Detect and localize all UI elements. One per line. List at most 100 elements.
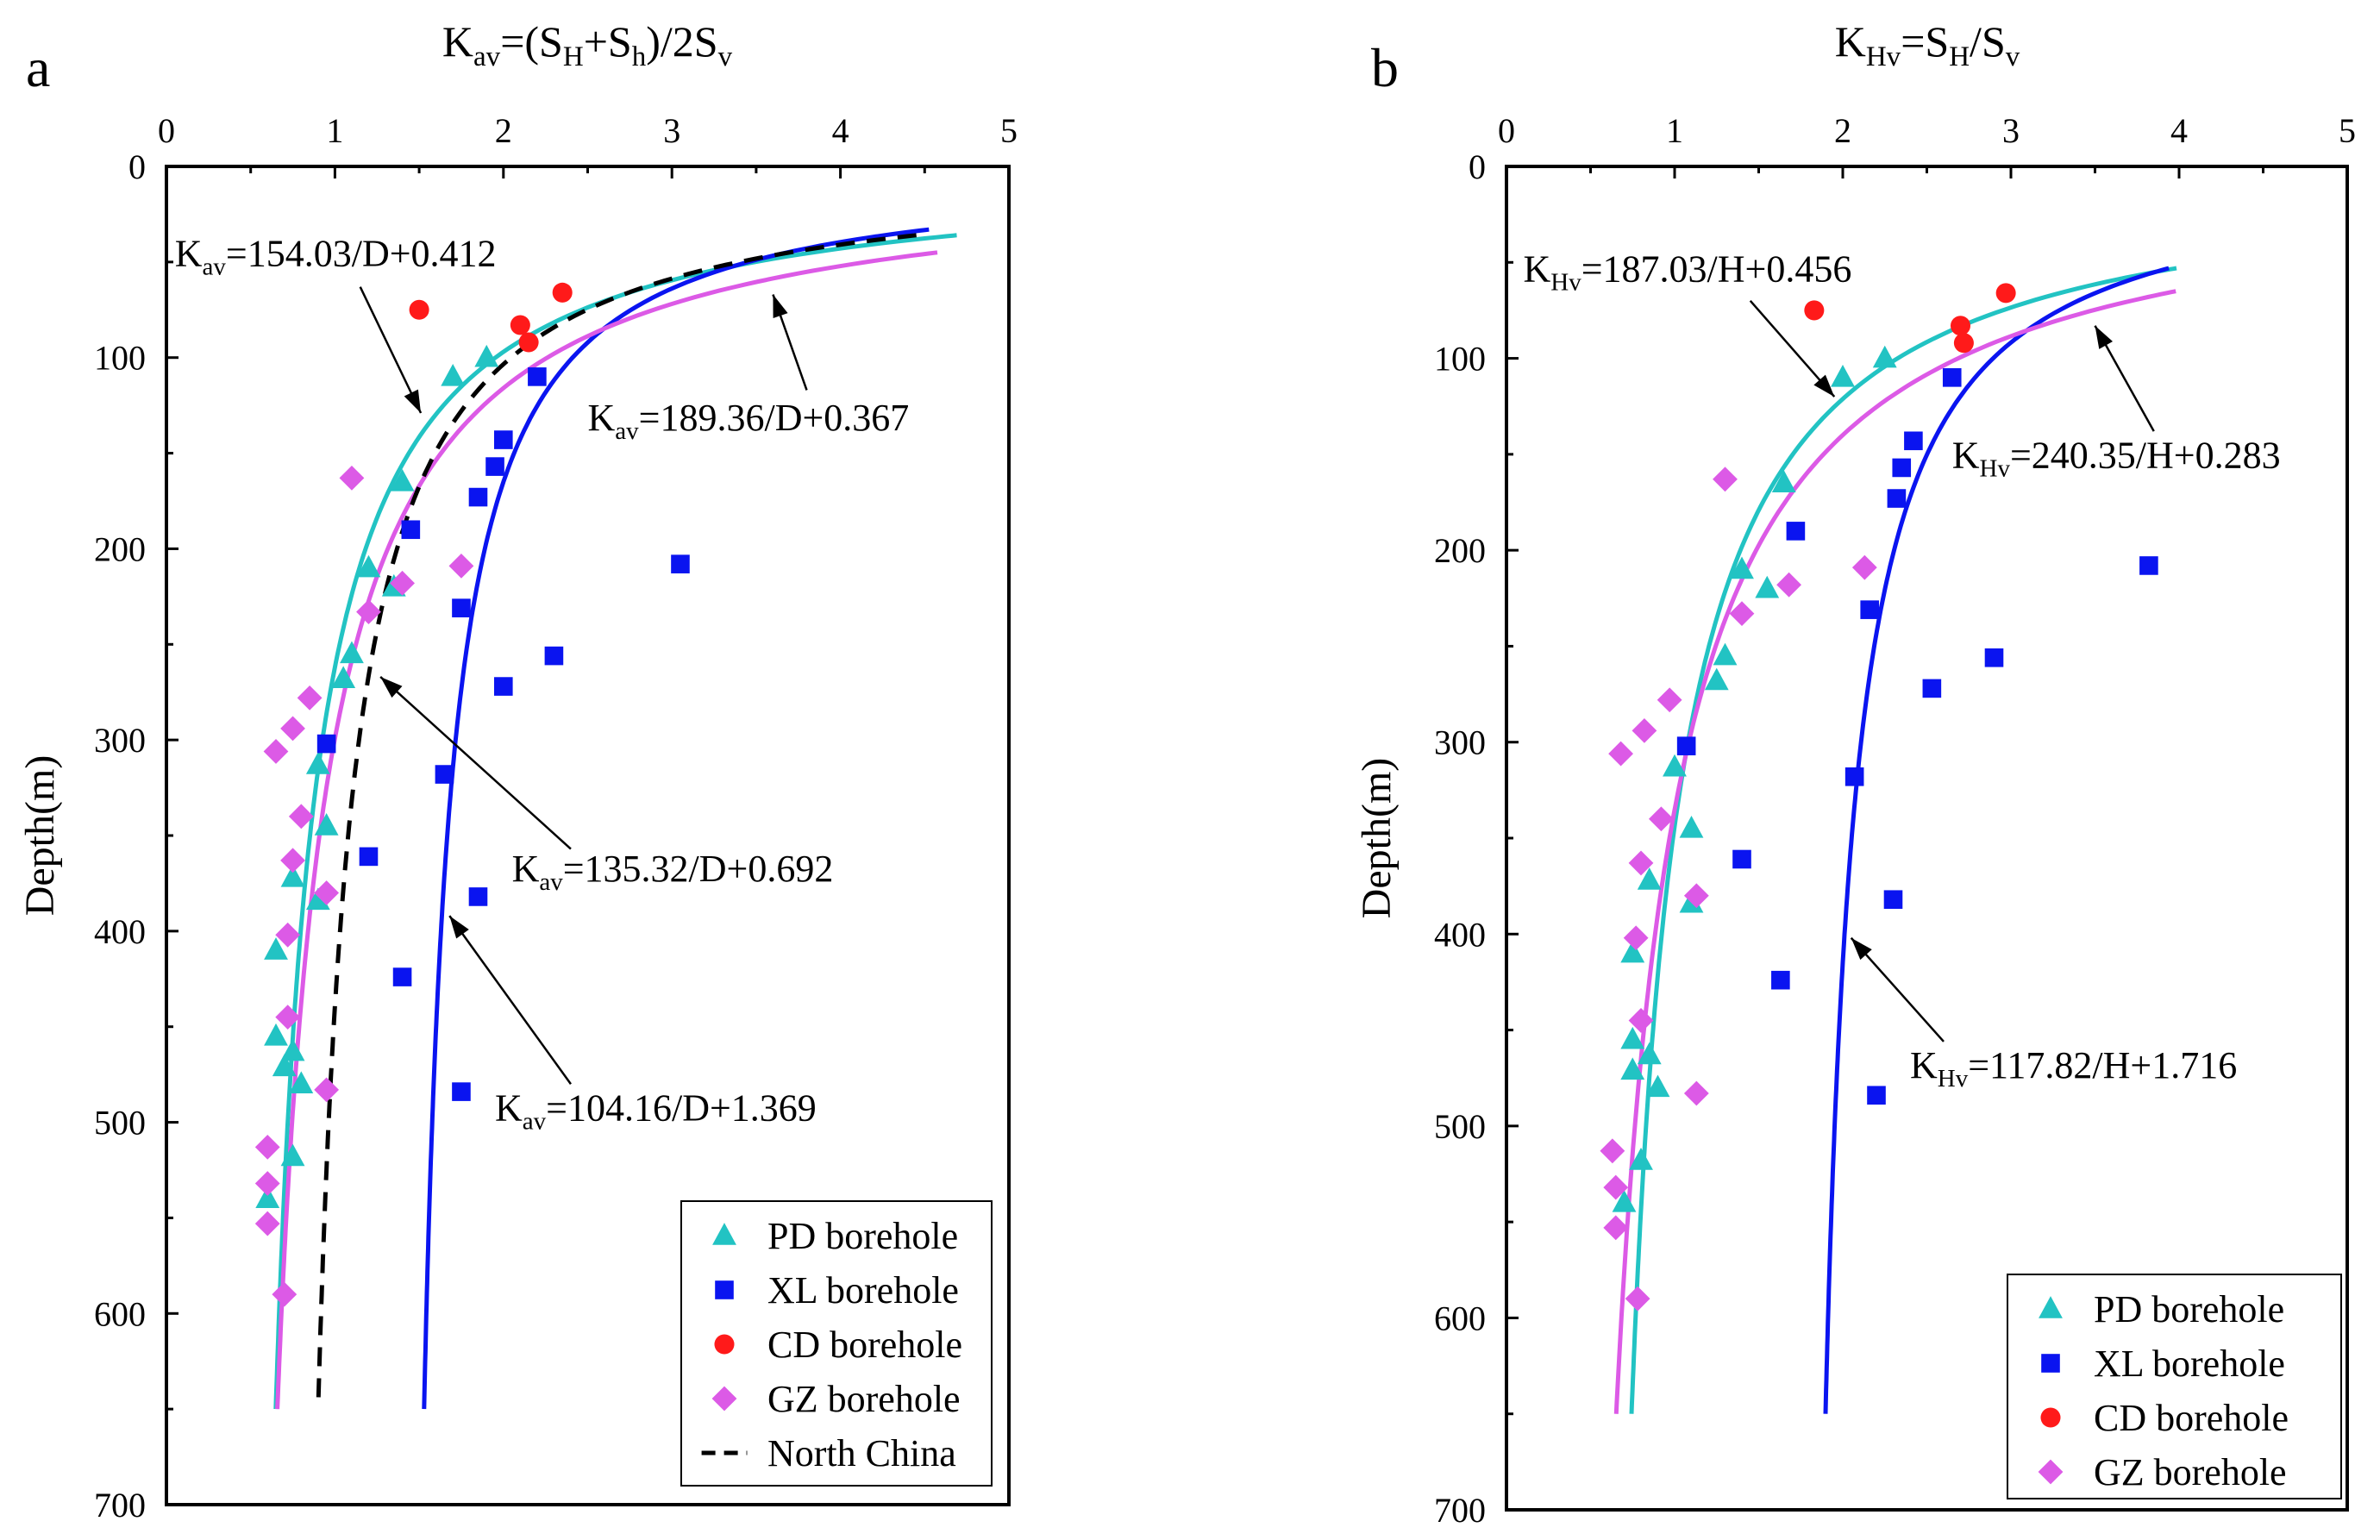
- equation-annotation: Kav=154.03/D+0.412: [175, 232, 497, 414]
- panel-b: b KHv=SH/Sv0 1 2 3 4 50100200300400500600700De…: [1354, 17, 2356, 1530]
- data-point: [1637, 1042, 1662, 1065]
- equation-label-part: K: [588, 397, 616, 439]
- data-point: [264, 937, 288, 960]
- data-point: [1600, 1138, 1625, 1164]
- equation-label-part: Hv: [1938, 1065, 1969, 1092]
- data-point: [280, 864, 305, 887]
- equation-label-part: Hv: [1980, 454, 2011, 482]
- legend-symbol: [711, 1386, 737, 1412]
- data-point: [1629, 1148, 1653, 1170]
- data-point: [1887, 489, 1907, 508]
- fit-curve-gz-fit: [1613, 289, 2176, 1414]
- data-point: [314, 880, 340, 905]
- x-tick-label: 3: [2002, 111, 2020, 150]
- x-tick-label: 2: [495, 111, 512, 150]
- series-pd-borehole: [1612, 345, 1897, 1212]
- data-point: [1771, 970, 1790, 990]
- equation-label-part: =104.16/D+1.369: [546, 1086, 817, 1129]
- data-point: [1608, 741, 1633, 767]
- data-point: [272, 1054, 297, 1077]
- legend-symbol: [2040, 1407, 2061, 1428]
- data-point: [1632, 717, 1657, 743]
- data-point: [1729, 601, 1755, 626]
- equation-label-part: K: [512, 848, 540, 890]
- series-xl-borehole: [316, 367, 690, 1101]
- data-point: [263, 739, 289, 764]
- data-point: [1645, 1074, 1670, 1098]
- data-point: [1623, 925, 1649, 951]
- chart-title: KHv=SH/Sv: [1835, 17, 2020, 72]
- data-point: [401, 520, 421, 540]
- legend-symbol: [714, 1334, 735, 1355]
- data-point: [1657, 687, 1682, 713]
- data-point: [1942, 368, 1962, 387]
- equation-label: Kav=104.16/D+1.369: [495, 1086, 817, 1135]
- data-point: [1953, 333, 1974, 354]
- fit-curve-north-china: [316, 233, 917, 1410]
- data-point: [305, 752, 330, 774]
- legend-symbol: [2041, 1354, 2060, 1373]
- annotation-arrow-line: [359, 286, 423, 414]
- data-point: [1612, 1190, 1637, 1212]
- data-point: [1786, 522, 1806, 541]
- equation-annotation: Kav=104.16/D+1.369: [448, 915, 817, 1135]
- data-point: [275, 922, 301, 948]
- data-point: [1620, 940, 1645, 963]
- data-point: [468, 887, 488, 906]
- series-pd-borehole: [255, 344, 499, 1209]
- legend-label: XL borehole: [767, 1269, 959, 1312]
- data-point: [288, 804, 314, 829]
- data-point: [356, 599, 381, 624]
- data-point: [671, 554, 690, 573]
- y-tick-label: 500: [94, 1104, 146, 1142]
- data-point: [1860, 600, 1879, 619]
- legend-label: PD borehole: [767, 1215, 958, 1257]
- x-tick-label: 5: [1000, 111, 1018, 150]
- equation-annotation: KHv=187.03/H+0.456: [1524, 248, 1851, 398]
- data-point: [1732, 849, 1751, 869]
- chart-title-part: av: [473, 41, 501, 72]
- series-gz-borehole: [254, 465, 474, 1307]
- data-point: [552, 282, 573, 303]
- data-point: [1683, 1080, 1709, 1106]
- fit-curve-pd-fit: [1629, 266, 2177, 1414]
- data-point: [468, 487, 488, 507]
- data-point: [272, 1281, 298, 1307]
- data-point: [448, 553, 474, 579]
- data-point: [356, 554, 381, 578]
- data-point: [254, 1134, 280, 1160]
- data-point: [1628, 1008, 1654, 1033]
- y-tick-label: 100: [1434, 340, 1486, 379]
- annotation-arrow-head: [1813, 374, 1835, 398]
- y-tick-label: 200: [1434, 531, 1486, 570]
- data-point: [1950, 316, 1971, 336]
- equation-label-part: K: [1910, 1044, 1938, 1086]
- data-point: [339, 465, 365, 491]
- chart-title-part: K: [442, 17, 473, 66]
- chart-title-part: =S: [1901, 17, 1949, 66]
- legend-label: North China: [767, 1432, 956, 1474]
- equation-label-part: av: [203, 253, 227, 280]
- y-tick-label: 500: [1434, 1107, 1486, 1146]
- legend-label: GZ borehole: [2094, 1451, 2287, 1493]
- equation-label: Kav=135.32/D+0.692: [512, 848, 834, 896]
- fit-curve-gz-fit: [275, 250, 938, 1410]
- data-point: [1679, 815, 1704, 838]
- legend-symbol: [715, 1280, 734, 1299]
- equation-label: KHv=240.35/H+0.283: [1952, 434, 2281, 482]
- equation-annotation: Kav=189.36/D+0.367: [588, 294, 909, 445]
- data-point: [280, 716, 305, 742]
- data-point: [340, 641, 364, 664]
- legend: PD borehole XL borehole CD borehole GZ bore…: [2007, 1274, 2342, 1499]
- x-tick-label: 4: [832, 111, 849, 150]
- legend-label: PD borehole: [2094, 1288, 2284, 1330]
- x-tick-label: 1: [1666, 111, 1683, 150]
- data-point: [409, 299, 429, 320]
- data-point: [1755, 575, 1780, 598]
- data-point: [1883, 890, 1903, 910]
- equation-label-part: =117.82/H+1.716: [1968, 1044, 2237, 1086]
- annotation-arrow-head: [773, 294, 788, 319]
- data-point: [1867, 1086, 1886, 1105]
- data-point: [1831, 364, 1855, 387]
- x-tick-label: 4: [2170, 111, 2188, 150]
